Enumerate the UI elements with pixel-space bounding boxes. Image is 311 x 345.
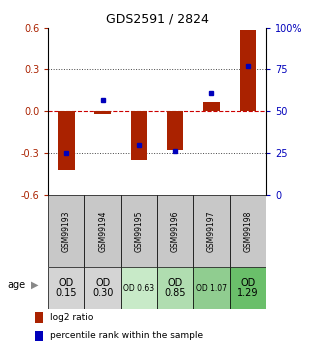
Text: OD 1.07: OD 1.07 xyxy=(196,284,227,293)
Bar xyxy=(85,267,121,309)
Text: GSM99193: GSM99193 xyxy=(62,210,71,252)
Bar xyxy=(58,111,75,170)
Bar xyxy=(230,195,266,267)
Bar xyxy=(203,101,220,111)
Text: GSM99197: GSM99197 xyxy=(207,210,216,252)
Bar xyxy=(167,111,183,150)
Bar xyxy=(35,313,43,323)
Bar xyxy=(131,111,147,160)
Text: OD
0.85: OD 0.85 xyxy=(165,278,186,298)
Text: OD
0.15: OD 0.15 xyxy=(56,278,77,298)
Bar xyxy=(48,267,85,309)
Text: OD
0.30: OD 0.30 xyxy=(92,278,113,298)
Text: GSM99198: GSM99198 xyxy=(243,210,252,252)
Text: OD 0.63: OD 0.63 xyxy=(123,284,155,293)
Text: ▶: ▶ xyxy=(31,280,39,289)
Text: GSM99195: GSM99195 xyxy=(134,210,143,252)
Text: age: age xyxy=(8,280,26,289)
Text: percentile rank within the sample: percentile rank within the sample xyxy=(50,331,203,340)
Text: GSM99196: GSM99196 xyxy=(171,210,180,252)
Bar xyxy=(48,195,85,267)
Bar xyxy=(85,195,121,267)
Text: log2 ratio: log2 ratio xyxy=(50,313,94,322)
Title: GDS2591 / 2824: GDS2591 / 2824 xyxy=(106,12,208,25)
Bar xyxy=(230,267,266,309)
Bar xyxy=(157,267,193,309)
Bar xyxy=(193,195,230,267)
Text: GSM99194: GSM99194 xyxy=(98,210,107,252)
Bar xyxy=(239,30,256,111)
Bar xyxy=(121,267,157,309)
Bar xyxy=(95,111,111,114)
Bar xyxy=(35,331,43,341)
Text: OD
1.29: OD 1.29 xyxy=(237,278,258,298)
Bar xyxy=(193,267,230,309)
Bar xyxy=(121,195,157,267)
Bar xyxy=(157,195,193,267)
